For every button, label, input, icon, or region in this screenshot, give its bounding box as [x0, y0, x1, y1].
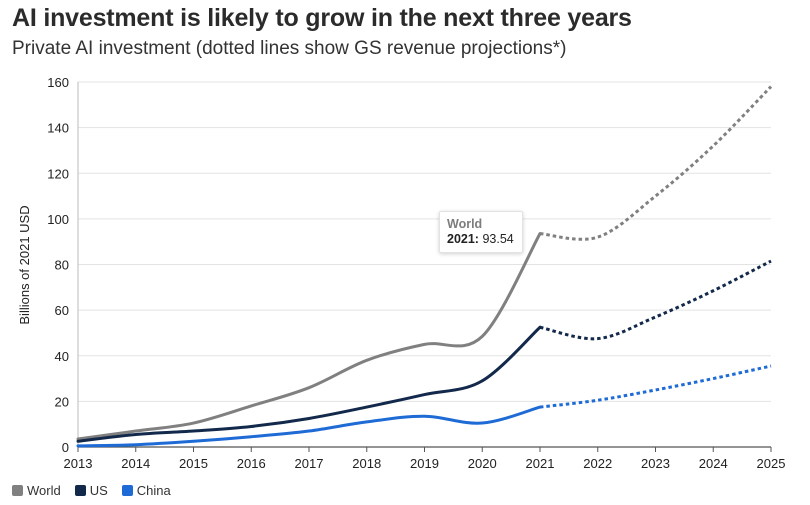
- y-axis-label: Billions of 2021 USD: [17, 205, 32, 324]
- y-tick-label: 120: [47, 166, 69, 181]
- legend-swatch: [12, 485, 23, 496]
- x-tick-label: 2024: [699, 456, 728, 471]
- y-tick-label: 0: [62, 440, 69, 455]
- x-tick-label: 2025: [757, 456, 786, 471]
- x-axis: 2013 2014 2015 2016 2017 2018 2019 2020 2021 2022…: [64, 447, 786, 471]
- x-tick-label: 2014: [121, 456, 150, 471]
- x-tick-label: 2016: [237, 456, 266, 471]
- legend-item-world[interactable]: World: [12, 483, 61, 498]
- x-tick-label: 2018: [352, 456, 381, 471]
- y-tick-label: 80: [55, 258, 69, 273]
- tooltip-year: 2021:: [447, 232, 479, 246]
- y-tick-label: 60: [55, 303, 69, 318]
- series-line-world: [76, 232, 542, 441]
- x-tick-label: 2020: [468, 456, 497, 471]
- legend-swatch: [74, 485, 86, 496]
- y-tick-label: 140: [47, 121, 69, 136]
- x-tick-label: 2019: [410, 456, 439, 471]
- y-tick-label: 100: [47, 212, 69, 227]
- chart-title: AI investment is likely to grow in the n…: [12, 4, 632, 32]
- x-tick-label: 2013: [64, 456, 93, 471]
- legend-item-china[interactable]: China: [121, 483, 171, 498]
- x-tick-label: 2022: [583, 456, 612, 471]
- series-line-china: [76, 405, 542, 448]
- legend-item-us[interactable]: US: [74, 483, 108, 498]
- legend-label: World: [27, 483, 61, 498]
- tooltip-value: 93.54: [482, 232, 514, 246]
- y-axis: 0 20 40 60 80 100 120 140 160: [47, 75, 79, 455]
- legend-swatch: [121, 485, 133, 496]
- gridlines: [78, 81, 771, 448]
- series-projection-china: [539, 364, 772, 409]
- series-projection-us: [539, 259, 772, 341]
- tooltip-series: World: [447, 217, 483, 231]
- y-tick-label: 40: [55, 349, 69, 364]
- legend: World US China: [12, 483, 171, 498]
- series-line-us: [76, 325, 542, 443]
- series-projection-world: [539, 85, 773, 241]
- x-tick-label: 2017: [295, 456, 324, 471]
- hover-tooltip: World 2021: 93.54: [439, 211, 523, 253]
- y-tick-label: 20: [55, 394, 69, 409]
- legend-label: China: [136, 483, 171, 498]
- series-lines: [76, 85, 773, 448]
- y-tick-label: 160: [47, 75, 69, 90]
- x-tick-label: 2015: [179, 456, 208, 471]
- legend-label: US: [89, 483, 108, 498]
- x-tick-label: 2023: [641, 456, 670, 471]
- x-tick-label: 2021: [526, 456, 555, 471]
- chart-subtitle: Private AI investment (dotted lines show…: [12, 38, 567, 59]
